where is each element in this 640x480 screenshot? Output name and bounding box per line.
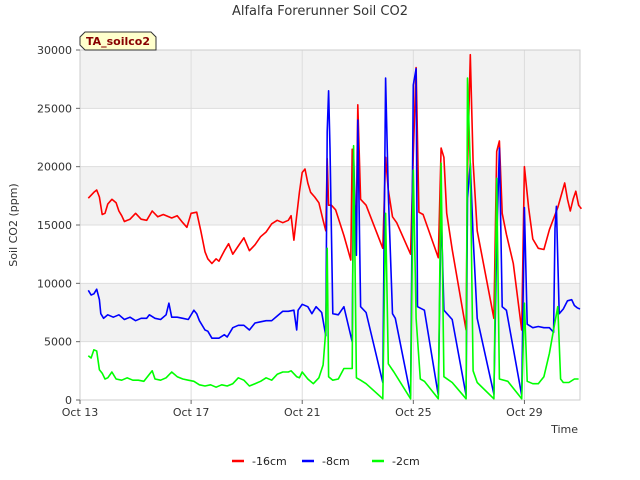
- legend: -16cm -8cm -2cm: [232, 455, 420, 468]
- annotation-text: TA_soilco2: [86, 35, 150, 48]
- y-tick-label: 5000: [44, 336, 72, 349]
- series-line-8cm: [87, 67, 581, 397]
- plot-band: [80, 341, 580, 400]
- x-axis-label: Time: [550, 423, 578, 436]
- plot-band: [80, 225, 580, 284]
- series-group: [87, 53, 583, 400]
- series-line-16cm: [87, 53, 583, 331]
- series-line-2cm: [87, 77, 579, 400]
- legend-label: -16cm: [252, 455, 287, 468]
- y-tick-label: 20000: [37, 161, 72, 174]
- annotation-box: [79, 31, 157, 51]
- y-tick-label: 30000: [37, 44, 72, 57]
- x-tick-label: Oct 29: [506, 406, 543, 419]
- legend-label: -2cm: [392, 455, 420, 468]
- chart-title: Alfalfa Forerunner Soil CO2: [232, 4, 408, 19]
- x-axis-ticks: Oct 13 Oct 17 Oct 21 Oct 25 Oct 29: [62, 400, 543, 419]
- y-tick-label: 25000: [37, 102, 72, 115]
- y-axis-label: Soil CO2 (ppm): [7, 183, 20, 266]
- x-tick-label: Oct 17: [173, 406, 210, 419]
- plot-band: [80, 50, 580, 109]
- annotation-tag: TA_soilco2: [79, 31, 157, 51]
- plot-band: [80, 283, 580, 342]
- y-tick-label: 10000: [37, 277, 72, 290]
- y-tick-label: 0: [65, 394, 72, 407]
- y-tick-label: 15000: [37, 219, 72, 232]
- x-tick-label: Oct 21: [284, 406, 321, 419]
- y-axis-ticks: 0 5000 10000 15000 20000 25000 30000: [37, 44, 80, 407]
- x-tick-label: Oct 13: [62, 406, 99, 419]
- x-tick-label: Oct 25: [395, 406, 432, 419]
- legend-label: -8cm: [322, 455, 350, 468]
